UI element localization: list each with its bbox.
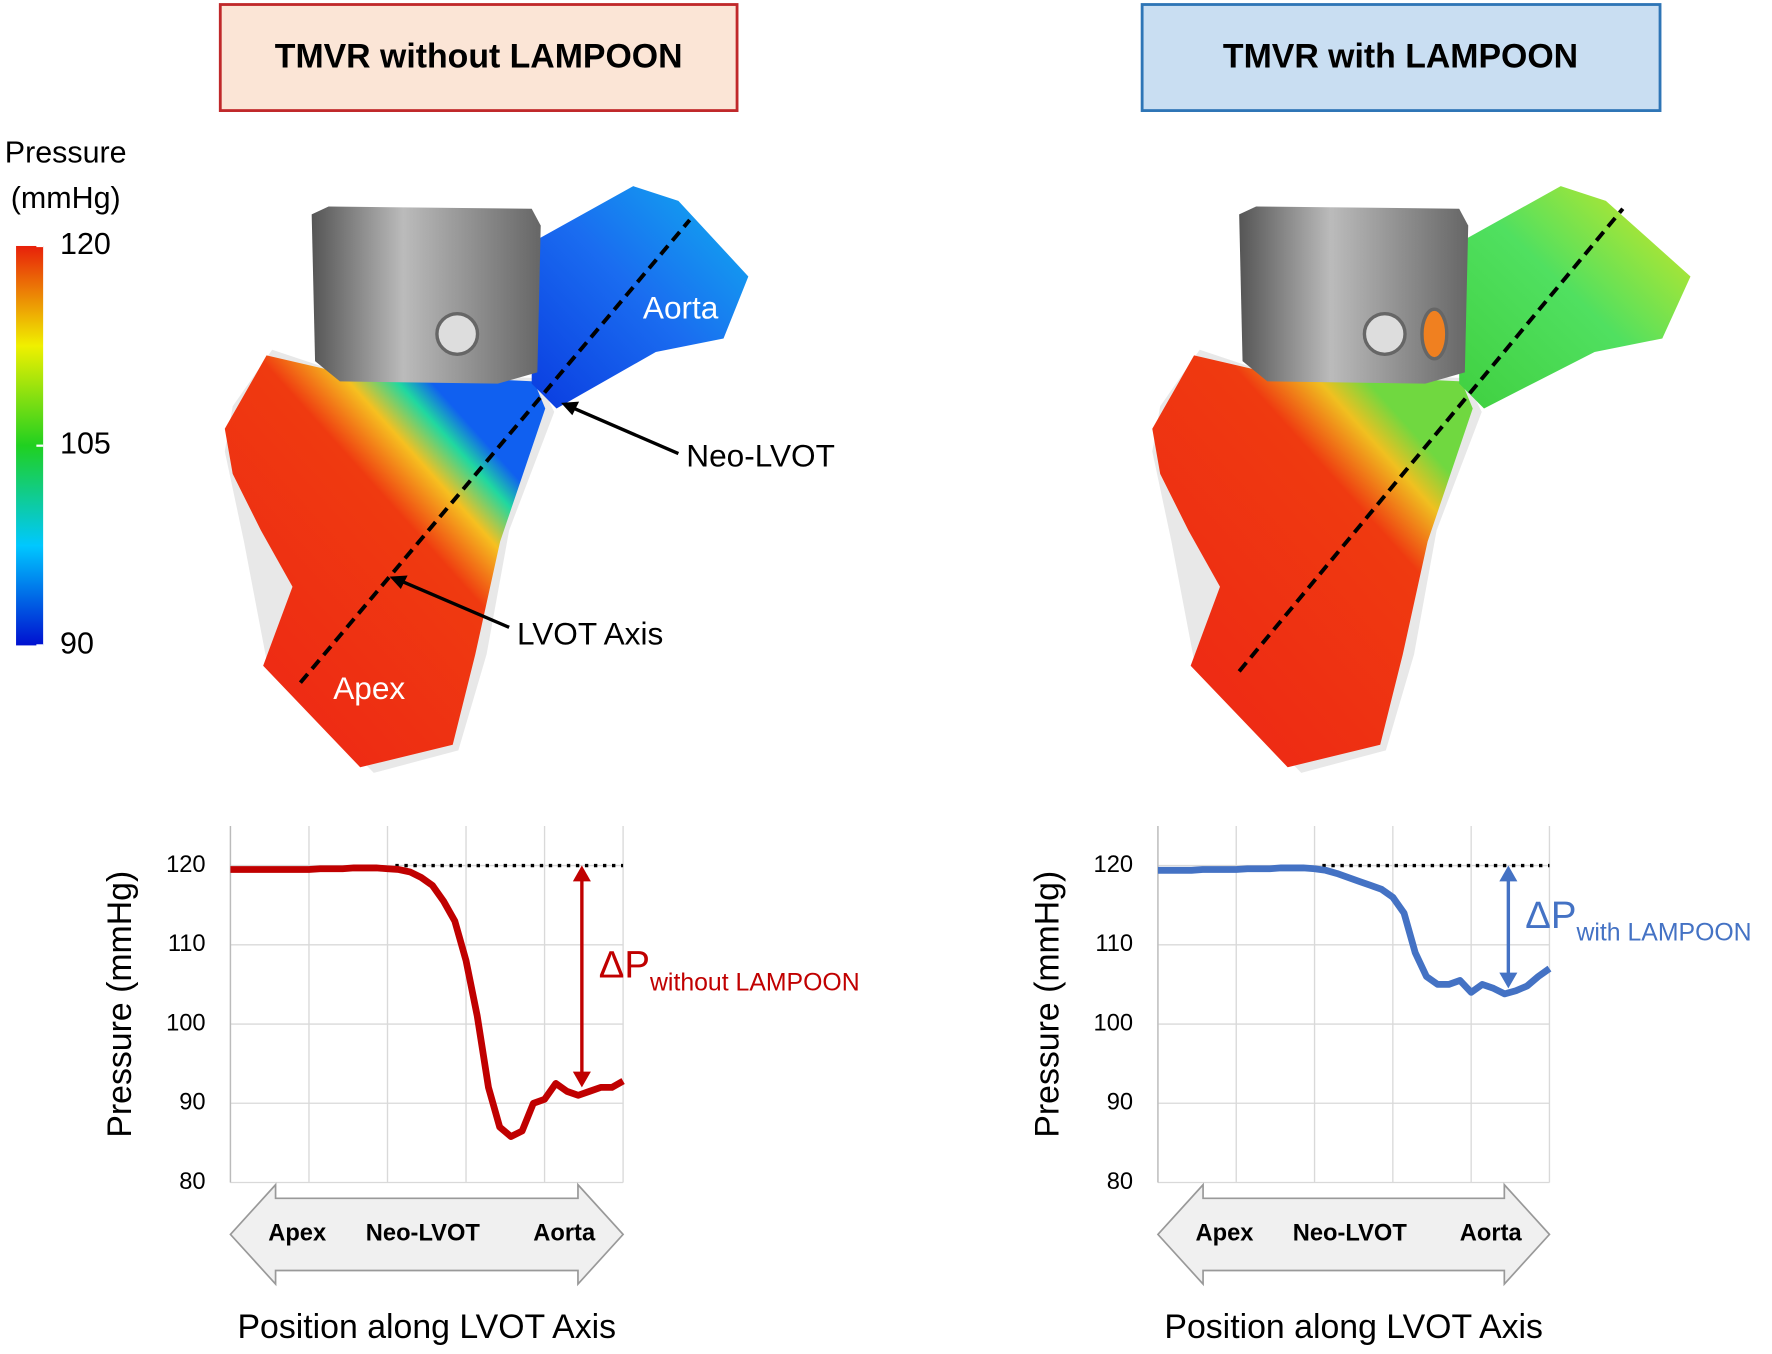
arrow-label: Aorta (533, 1221, 596, 1247)
position-arrow (229, 1182, 625, 1287)
panel-title: TMVR with LAMPOON (1223, 38, 1578, 76)
position-arrow (1156, 1182, 1551, 1287)
data-line (230, 864, 625, 1140)
arrow-head (572, 865, 591, 882)
y-axis-label: Pressure (mmHg) (101, 871, 139, 1138)
colorbar-tick-label: 90 (60, 626, 94, 660)
x-axis-label: Position along LVOT Axis (1164, 1308, 1543, 1346)
y-tick-label: 100 (166, 1010, 206, 1036)
delta-symbol: ΔP (599, 944, 650, 987)
arrow-label: Apex (268, 1221, 326, 1247)
arrow-head (1499, 865, 1518, 882)
y-tick-label: 80 (179, 1169, 205, 1195)
delta-symbol: ΔP (1525, 894, 1576, 937)
colorbar-tick-label: 120 (60, 227, 111, 261)
arrow-head (1499, 972, 1518, 989)
y-tick-label: 110 (1095, 931, 1133, 957)
colorbar-title: Pressure (5, 136, 127, 170)
annotation: Apex (333, 670, 405, 706)
title-box (1140, 3, 1662, 112)
y-tick-label: 90 (179, 1090, 205, 1116)
arrow-label: Apex (1196, 1221, 1254, 1247)
delta-subscript: with LAMPOON (1575, 919, 1751, 946)
annotation: Neo-LVOT (686, 437, 835, 473)
delta-label: ΔPwithout LAMPOON (599, 944, 860, 996)
arrow-label: Aorta (1460, 1221, 1523, 1247)
annotation: LVOT Axis (517, 616, 663, 652)
y-tick-label: 90 (1107, 1090, 1133, 1116)
y-tick-label: 100 (1094, 1010, 1134, 1036)
y-tick-label: 120 (1094, 852, 1134, 878)
x-axis-label: Position along LVOT Axis (237, 1308, 616, 1346)
y-tick-label: 120 (166, 852, 206, 878)
y-axis-label: Pressure (mmHg) (1029, 871, 1067, 1138)
arrow-label: Neo-LVOT (1293, 1221, 1408, 1247)
y-tick-label: 110 (168, 931, 206, 957)
delta-subscript: without LAMPOON (649, 969, 860, 996)
arrow-head (572, 1071, 591, 1088)
delta-label: ΔPwith LAMPOON (1525, 894, 1751, 946)
title-box (218, 3, 739, 112)
annotation: Aorta (643, 290, 719, 326)
y-tick-label: 80 (1107, 1169, 1133, 1195)
rendering (224, 186, 749, 773)
colorbar-tick-label: 105 (60, 427, 111, 461)
arrow-label: Neo-LVOT (366, 1221, 481, 1247)
colorbar-title: (mmHg) (11, 181, 121, 215)
data-line (1157, 864, 1552, 998)
panel-title: TMVR without LAMPOON (275, 38, 683, 76)
rendering (1152, 186, 1691, 773)
